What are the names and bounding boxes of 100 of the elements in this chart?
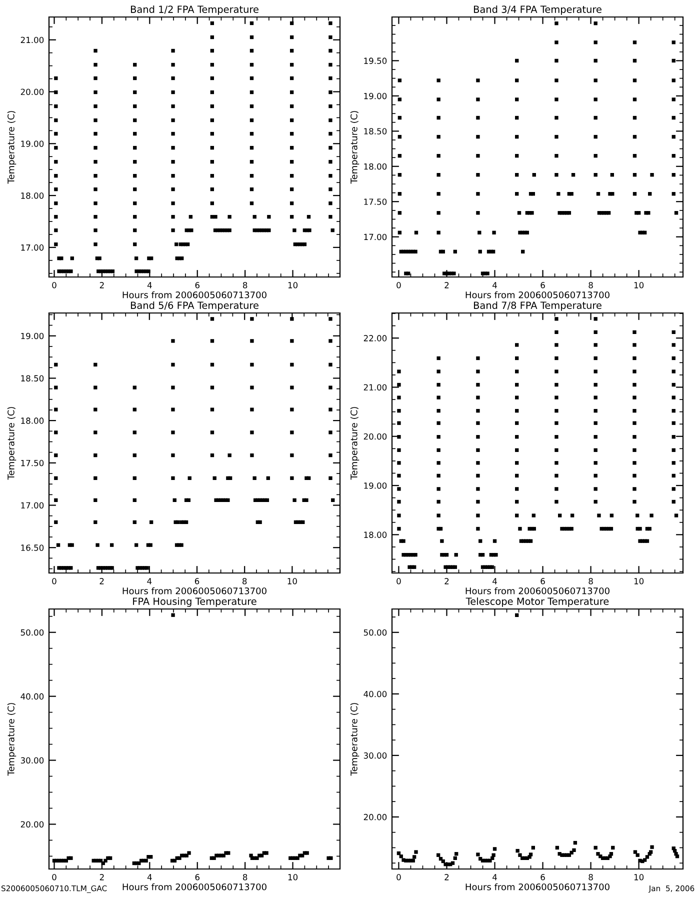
point — [70, 256, 74, 260]
point — [398, 172, 402, 177]
point — [610, 192, 614, 196]
point — [521, 250, 525, 254]
point — [402, 539, 406, 543]
point — [94, 228, 98, 232]
point — [632, 356, 636, 360]
point — [594, 343, 598, 347]
point — [290, 386, 294, 390]
point — [650, 514, 654, 518]
x-tick-label: 0 — [396, 282, 401, 288]
point — [632, 382, 636, 387]
point — [132, 386, 136, 390]
x-tick-label: 2 — [100, 282, 104, 288]
point — [266, 476, 270, 480]
point — [554, 421, 558, 425]
point — [188, 476, 192, 480]
point — [54, 118, 58, 122]
point — [398, 230, 402, 234]
point — [672, 421, 676, 425]
point — [210, 21, 214, 26]
point — [594, 317, 598, 321]
x-tick-label: 0 — [396, 874, 401, 880]
point — [94, 201, 98, 206]
point — [133, 90, 137, 94]
y-tick-label: 50.00 — [20, 629, 44, 636]
point — [674, 211, 678, 215]
point — [397, 382, 401, 387]
point — [265, 498, 270, 502]
point — [94, 498, 98, 502]
chart-title: Band 5/6 FPA Temperature — [130, 301, 258, 311]
point — [328, 174, 332, 178]
point — [636, 211, 641, 215]
point — [478, 250, 482, 254]
x-tick-label: 2 — [444, 578, 449, 584]
point — [515, 98, 519, 102]
point — [228, 214, 232, 219]
point — [250, 76, 254, 80]
point — [133, 118, 137, 122]
point — [133, 201, 137, 206]
point — [210, 362, 214, 366]
point — [672, 78, 676, 82]
point — [476, 500, 480, 504]
point — [94, 453, 98, 458]
point — [290, 62, 294, 67]
point — [133, 242, 137, 246]
point — [290, 132, 294, 136]
point — [290, 187, 294, 192]
point — [672, 435, 676, 439]
point — [642, 230, 647, 234]
point — [94, 242, 98, 246]
point — [476, 474, 480, 478]
point — [414, 250, 418, 254]
y-tick-label: 21.00 — [20, 36, 44, 44]
y-tick-label: 17.00 — [364, 234, 387, 240]
point — [515, 382, 519, 387]
point — [406, 272, 410, 276]
point — [632, 172, 637, 177]
x-tick-label: 0 — [52, 874, 56, 880]
point — [397, 461, 401, 465]
point — [180, 256, 184, 260]
point — [96, 543, 100, 547]
point — [570, 514, 574, 518]
point — [674, 514, 678, 518]
point — [397, 500, 401, 504]
point — [190, 228, 194, 232]
point — [290, 339, 294, 343]
point — [672, 370, 676, 374]
point — [532, 514, 536, 518]
point — [476, 408, 480, 413]
point — [515, 421, 519, 425]
point — [554, 396, 558, 400]
x-tick-label: 0 — [52, 282, 56, 288]
point — [328, 104, 332, 108]
x-tick-label: 10 — [288, 578, 297, 584]
point — [133, 228, 137, 232]
point — [436, 116, 440, 120]
point — [176, 520, 180, 524]
point — [328, 48, 332, 53]
point — [436, 396, 440, 400]
point — [133, 76, 137, 80]
point — [632, 154, 637, 158]
point — [570, 192, 574, 196]
point — [515, 461, 519, 465]
point — [171, 214, 175, 219]
x-tick-label: 8 — [588, 282, 593, 288]
point — [328, 160, 332, 164]
point — [476, 382, 480, 387]
point — [149, 256, 154, 260]
point — [132, 520, 136, 524]
point — [672, 172, 676, 177]
point — [292, 228, 296, 232]
x-tick-label: 6 — [194, 578, 200, 584]
point — [672, 58, 676, 63]
point — [672, 500, 676, 504]
point — [515, 58, 519, 63]
point — [397, 448, 401, 452]
x-tick-label: 2 — [444, 874, 449, 880]
point — [290, 160, 294, 164]
point — [554, 408, 558, 413]
